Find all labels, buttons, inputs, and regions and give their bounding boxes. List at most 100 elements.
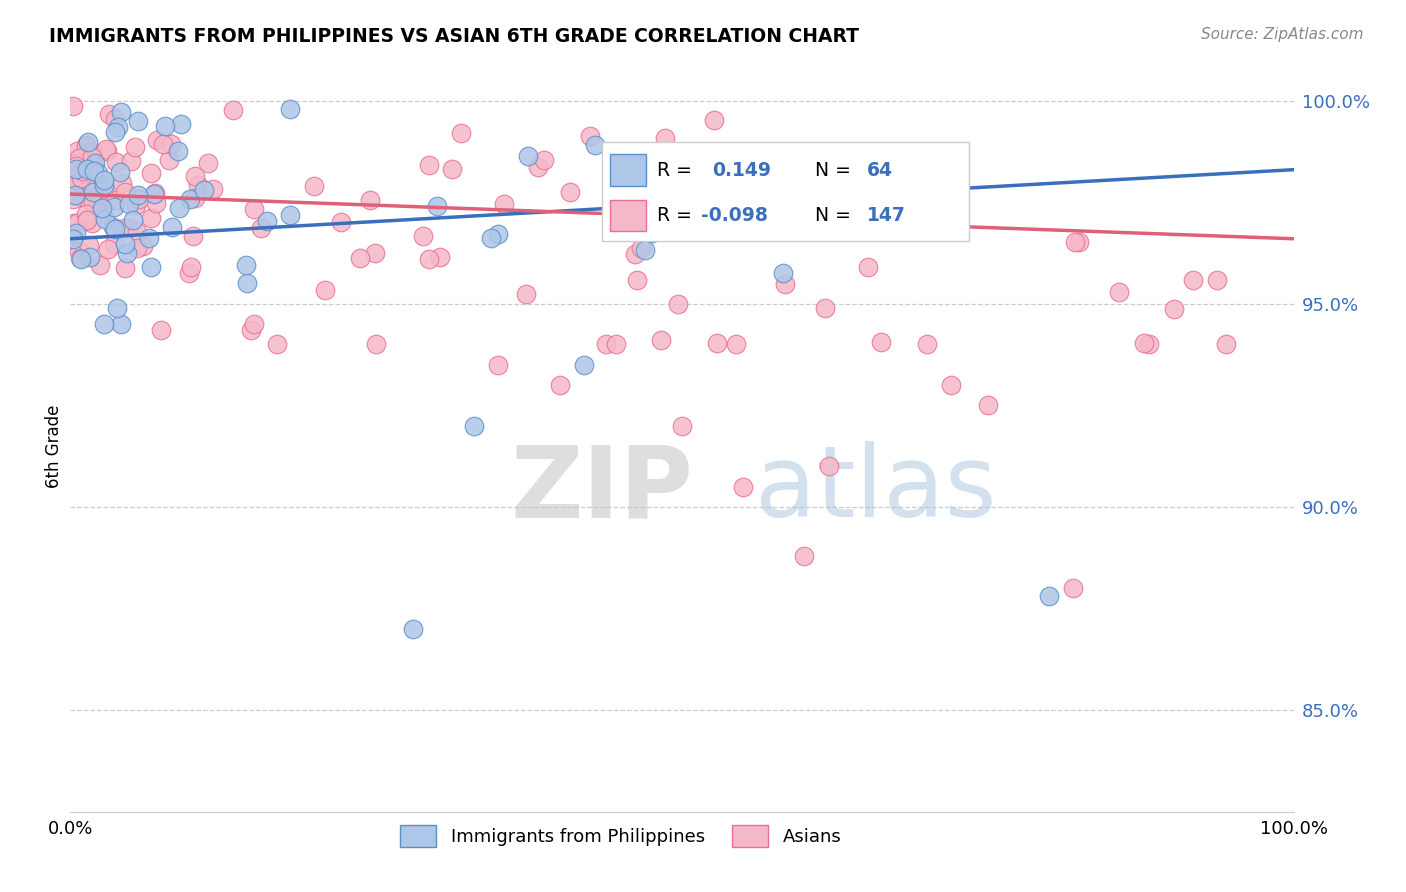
Point (160, 136, 183, 151)
Point (82, 185, 104, 199)
Point (731, 166, 754, 180)
Point (98, 107, 121, 121)
Point (89, 258, 111, 272)
Point (177, 267, 200, 281)
Point (93, 173, 115, 187)
Point (83, 201, 105, 215)
Point (170, 117, 193, 131)
Point (127, 225, 149, 239)
Point (128, 192, 150, 206)
Point (314, 283, 336, 297)
Point (94, 212, 117, 227)
Point (80, 150, 103, 164)
Point (572, 358, 595, 372)
Point (75, 139, 97, 153)
Point (91, 201, 114, 215)
Point (114, 237, 136, 252)
Point (62, 170, 84, 185)
Point (143, 186, 166, 200)
Point (110, 105, 132, 120)
Point (124, 139, 146, 153)
Point (139, 166, 162, 180)
Point (142, 187, 165, 202)
Text: IMMIGRANTS FROM PHILIPPINES VS ASIAN 6TH GRADE CORRELATION CHART: IMMIGRANTS FROM PHILIPPINES VS ASIAN 6TH… (49, 27, 859, 45)
Point (167, 201, 190, 215)
Point (139, 211, 162, 226)
Point (89, 206, 111, 220)
Point (77, 136, 100, 150)
Point (256, 214, 278, 228)
Point (105, 194, 128, 208)
Point (118, 221, 141, 235)
Point (634, 243, 657, 257)
Y-axis label: 6th Grade: 6th Grade (45, 404, 63, 488)
Point (65, 227, 87, 241)
Point (96, 142, 118, 156)
Point (441, 161, 464, 176)
Point (77, 237, 100, 252)
Point (1067, 235, 1090, 250)
Point (1133, 335, 1156, 350)
Point (187, 178, 209, 193)
Point (118, 197, 141, 211)
Point (67, 175, 90, 189)
Point (479, 230, 502, 244)
Point (202, 182, 225, 196)
Point (280, 102, 302, 116)
Point (243, 317, 266, 331)
Point (93, 181, 115, 195)
Point (65, 161, 87, 176)
Point (486, 227, 509, 241)
Point (65, 188, 87, 202)
Point (62, 232, 84, 246)
Point (359, 193, 381, 207)
Point (62, 172, 84, 186)
Point (107, 120, 129, 135)
Point (463, 418, 485, 433)
Point (706, 336, 728, 351)
Point (114, 185, 136, 199)
Point (650, 334, 672, 348)
Point (429, 250, 451, 264)
Point (73, 167, 96, 181)
Point (773, 277, 796, 291)
Point (1181, 273, 1204, 287)
Point (62, 186, 84, 201)
Point (560, 185, 582, 199)
Point (67, 151, 90, 165)
Point (82, 145, 104, 159)
Point (266, 337, 288, 351)
Point (75, 213, 97, 227)
Point (62, 163, 84, 178)
Point (1062, 581, 1084, 595)
Point (879, 194, 901, 208)
Point (180, 260, 202, 274)
Point (402, 622, 425, 636)
Point (1206, 273, 1229, 287)
Point (153, 119, 176, 133)
Point (624, 247, 647, 261)
Point (1163, 301, 1185, 316)
Point (240, 323, 263, 337)
Point (82, 195, 104, 210)
Point (125, 241, 148, 255)
Point (62, 159, 84, 173)
Point (548, 378, 571, 392)
Point (181, 229, 204, 244)
Point (62, 99, 84, 113)
Point (110, 317, 132, 331)
Point (112, 220, 135, 235)
Point (349, 252, 371, 266)
Point (79, 160, 101, 174)
Point (494, 196, 516, 211)
Point (533, 153, 555, 167)
Point (141, 260, 163, 274)
Point (488, 358, 510, 372)
Point (665, 211, 688, 226)
Point (104, 155, 127, 169)
Point (197, 156, 219, 170)
Point (93, 178, 115, 192)
Point (131, 238, 153, 252)
Point (86, 177, 108, 191)
Point (817, 459, 839, 474)
